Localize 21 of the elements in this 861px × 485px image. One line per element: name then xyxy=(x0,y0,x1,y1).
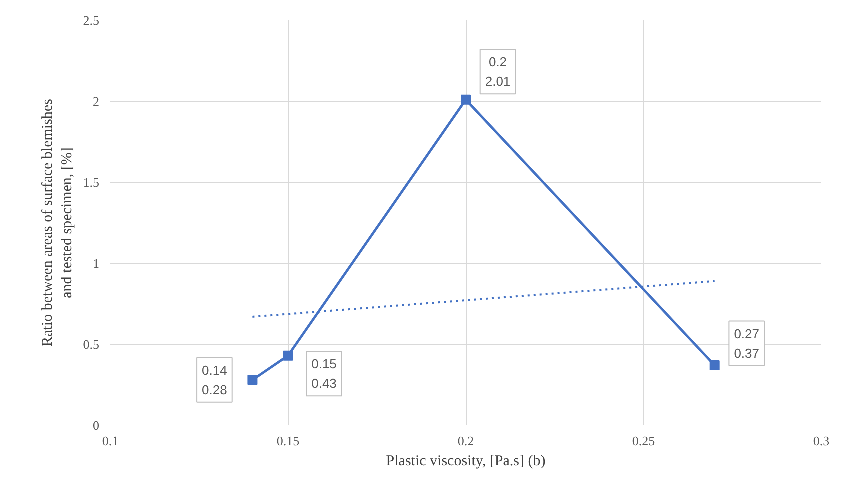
data-label: 0.2 2.01 xyxy=(485,54,511,90)
y-tick-label: 0 xyxy=(93,418,100,433)
y-axis-title: Ratio between areas of surface blemishes and tested specimen, [%] xyxy=(40,98,76,347)
point xyxy=(461,94,471,105)
point xyxy=(248,375,258,386)
y-tick-label: 2.5 xyxy=(83,13,100,28)
data-label: 0.27 0.37 xyxy=(734,326,760,361)
data-label: 0.14 0.28 xyxy=(202,362,228,398)
y-tick-label: 2 xyxy=(93,94,100,109)
x-tick-label: 0.2 xyxy=(458,434,474,448)
data-label: 0.15 0.43 xyxy=(312,356,337,392)
x-tick-label: 0.15 xyxy=(276,434,300,448)
x-tick-label: 0.25 xyxy=(632,434,656,448)
y-tick-label: 0.5 xyxy=(83,337,100,352)
x-tick-label: 0.1 xyxy=(102,434,119,448)
point xyxy=(283,350,294,361)
point xyxy=(710,360,720,371)
x-axis-title: Plastic viscosity, [Pa.s] (b) xyxy=(386,454,546,470)
x-tick-label: 0.3 xyxy=(813,434,830,448)
y-tick-label: 1.5 xyxy=(83,175,100,190)
y-tick-label: 1 xyxy=(93,256,100,271)
